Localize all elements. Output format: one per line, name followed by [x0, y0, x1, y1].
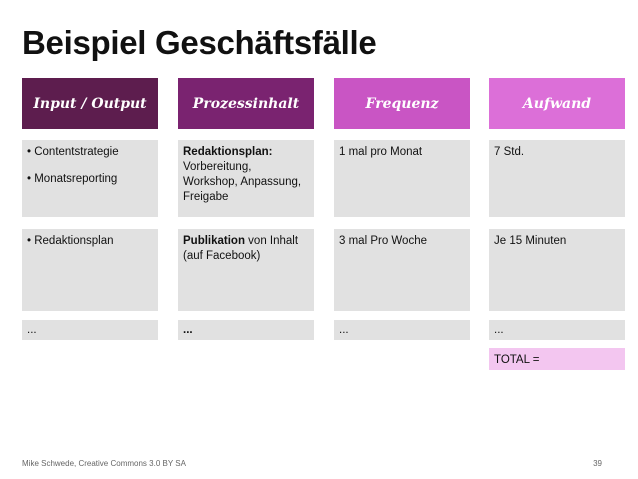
row3-input-output-cell: ...	[22, 320, 158, 340]
row1-process-description: Vorbereitung, Workshop, Anpassung, Freig…	[183, 161, 302, 203]
row1-effort: 7 Std.	[494, 146, 525, 158]
footer-credit: Mike Schwede, Creative Commons 3.0 BY SA	[22, 459, 186, 468]
row3-process: ...	[183, 324, 193, 336]
row1-input-output-cell: • Contentstrategie • Monatsreporting	[22, 140, 158, 217]
total-cell: TOTAL =	[489, 348, 625, 370]
row2-prozessinhalt-cell: Publikation von Inhalt (auf Facebook)	[178, 229, 314, 311]
row2-process-title: Publikation	[183, 235, 245, 247]
column-frequenz: Frequenz	[334, 78, 470, 129]
column-header-prozessinhalt: Prozessinhalt	[178, 78, 314, 129]
row3-effort: ...	[494, 324, 504, 336]
row2-process-description: von Inhalt (auf Facebook)	[183, 235, 299, 262]
row1-item-contentstrategie: • Contentstrategie	[27, 146, 119, 158]
row1-aufwand-cell: 7 Std.	[489, 140, 625, 217]
total-label: TOTAL =	[494, 354, 540, 366]
row1-prozessinhalt-cell: Redaktionsplan: Vorbereitung, Workshop, …	[178, 140, 314, 217]
row2-item-redaktionsplan: • Redaktionsplan	[27, 235, 114, 247]
row1-process-title: Redaktionsplan:	[183, 146, 273, 158]
row1-item-monatsreporting: • Monatsreporting	[27, 173, 118, 185]
row2-frequency: 3 mal Pro Woche	[339, 235, 427, 247]
column-header-aufwand: Aufwand	[489, 78, 625, 129]
row2-frequenz-cell: 3 mal Pro Woche	[334, 229, 470, 311]
row2-input-output-cell: • Redaktionsplan	[22, 229, 158, 311]
column-prozessinhalt: Prozessinhalt	[178, 78, 314, 129]
column-header-frequenz: Frequenz	[334, 78, 470, 129]
row3-input-output: ...	[27, 324, 37, 336]
row1-frequency: 1 mal pro Monat	[339, 146, 423, 158]
row2-aufwand-cell: Je 15 Minuten	[489, 229, 625, 311]
column-header-input-output: Input / Output	[22, 78, 158, 129]
row1-frequenz-cell: 1 mal pro Monat	[334, 140, 470, 217]
column-input-output: Input / Output	[22, 78, 158, 129]
row3-prozessinhalt-cell: ...	[178, 320, 314, 340]
page-number: 39	[593, 459, 602, 468]
row3-frequency: ...	[339, 324, 349, 336]
page-title: Beispiel Geschäftsfälle	[22, 24, 377, 61]
row3-frequenz-cell: ...	[334, 320, 470, 340]
column-aufwand: Aufwand	[489, 78, 625, 129]
row2-effort: Je 15 Minuten	[494, 235, 567, 247]
row3-aufwand-cell: ...	[489, 320, 625, 340]
